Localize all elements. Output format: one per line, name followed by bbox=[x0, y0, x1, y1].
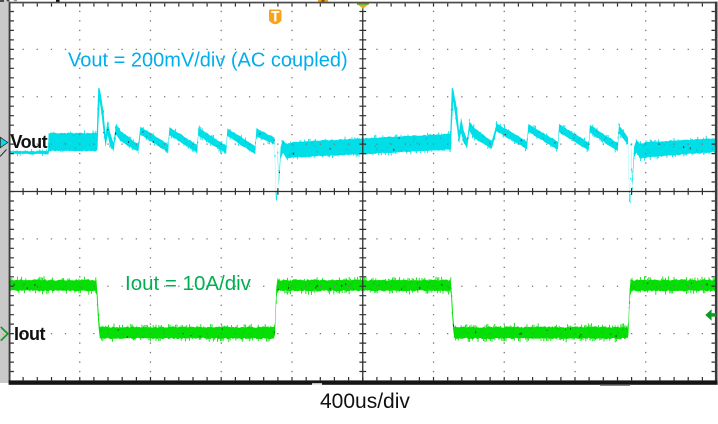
svg-text:400us/div: 400us/div bbox=[320, 390, 410, 413]
svg-text:Vout = 200mV/div (AC coupled): Vout = 200mV/div (AC coupled) bbox=[68, 50, 348, 72]
svg-text:Iout = 10A/div: Iout = 10A/div bbox=[125, 272, 252, 295]
svg-text:Iout: Iout bbox=[14, 324, 45, 344]
svg-text:Vout: Vout bbox=[11, 132, 48, 152]
